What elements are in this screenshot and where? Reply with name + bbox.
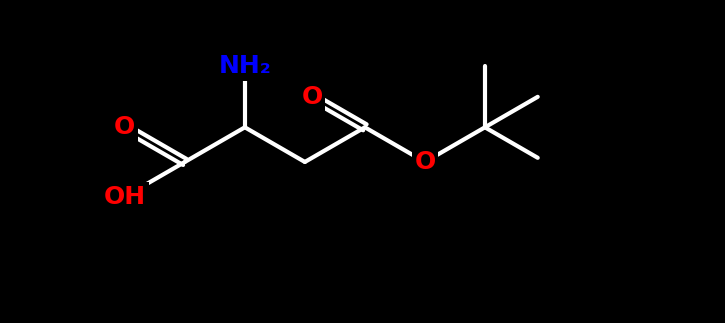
Text: O: O [302, 85, 323, 109]
Text: O: O [414, 150, 436, 174]
Text: OH: OH [104, 185, 146, 209]
Text: NH₂: NH₂ [218, 54, 271, 78]
Text: O: O [115, 115, 136, 139]
